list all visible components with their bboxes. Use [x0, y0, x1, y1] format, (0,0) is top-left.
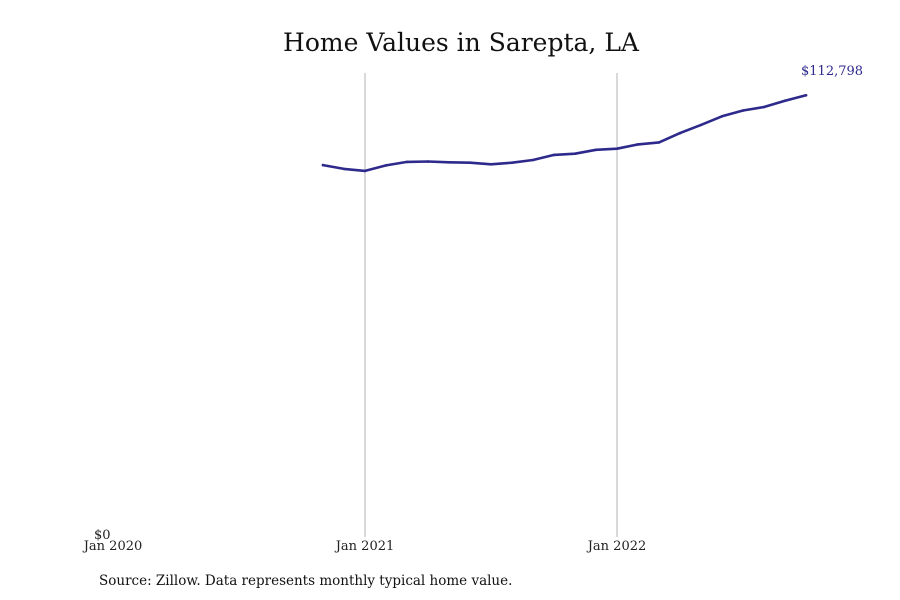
series-points [321, 94, 808, 173]
data-point [636, 143, 640, 146]
x-tick-label: Jan 2021 [334, 539, 395, 554]
data-point [678, 131, 682, 135]
data-point [573, 152, 577, 155]
y-tick-label: $0 [94, 528, 111, 543]
data-point [363, 169, 367, 173]
end-value-label: $112,798 [801, 64, 863, 79]
data-point [783, 99, 787, 102]
y-axis-ticks: $0 [94, 528, 111, 543]
data-point [699, 123, 703, 127]
data-point [321, 163, 325, 167]
data-point [510, 161, 514, 164]
data-point [447, 161, 451, 164]
data-point [615, 147, 619, 150]
data-point [804, 94, 808, 97]
x-axis-ticks: Jan 2020 Jan 2021 Jan 2022 [82, 539, 647, 554]
x-tick-label: Jan 2020 [82, 539, 143, 554]
data-point [720, 115, 724, 118]
gridlines [364, 73, 618, 537]
data-point [741, 109, 745, 112]
data-point [384, 164, 388, 167]
series-line [321, 94, 808, 173]
x-tick-label: Jan 2022 [586, 539, 647, 554]
data-point [342, 167, 346, 171]
data-point [531, 158, 535, 162]
data-point [594, 148, 598, 152]
data-point [405, 160, 409, 164]
data-point [657, 141, 661, 144]
data-point [468, 161, 472, 164]
data-point [489, 163, 493, 166]
chart-title: Home Values in Sarepta, LA [283, 28, 640, 57]
data-point [552, 153, 556, 157]
data-point [762, 105, 766, 109]
data-point [426, 160, 430, 163]
source-note: Source: Zillow. Data represents monthly … [99, 573, 512, 589]
series-lines [321, 94, 808, 173]
